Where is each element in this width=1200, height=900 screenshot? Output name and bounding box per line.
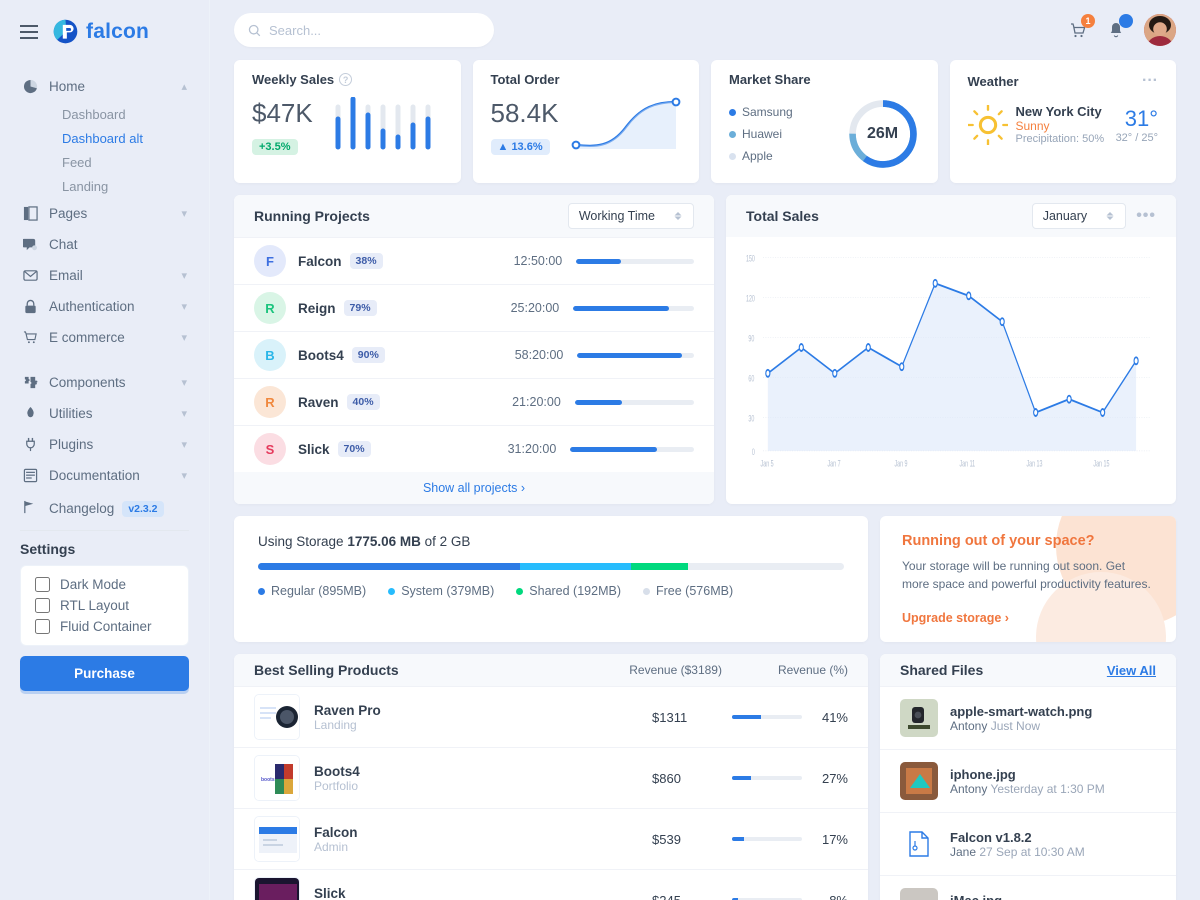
svg-text:Jan 7: Jan 7 (828, 458, 841, 469)
svg-text:120: 120 (746, 293, 755, 304)
svg-text:Jan 11: Jan 11 (959, 458, 975, 469)
svg-text:150: 150 (746, 253, 755, 264)
svg-text:30: 30 (748, 413, 754, 424)
svg-text:Jan 5: Jan 5 (761, 458, 774, 469)
svg-text:60: 60 (748, 373, 754, 384)
svg-text:Jan 15: Jan 15 (1093, 458, 1109, 469)
svg-text:Jan 9: Jan 9 (894, 458, 907, 469)
svg-text:0: 0 (752, 446, 755, 457)
svg-text:boots: boots (261, 777, 275, 783)
svg-text:90: 90 (748, 333, 754, 344)
svg-text:Jan 13: Jan 13 (1026, 458, 1042, 469)
